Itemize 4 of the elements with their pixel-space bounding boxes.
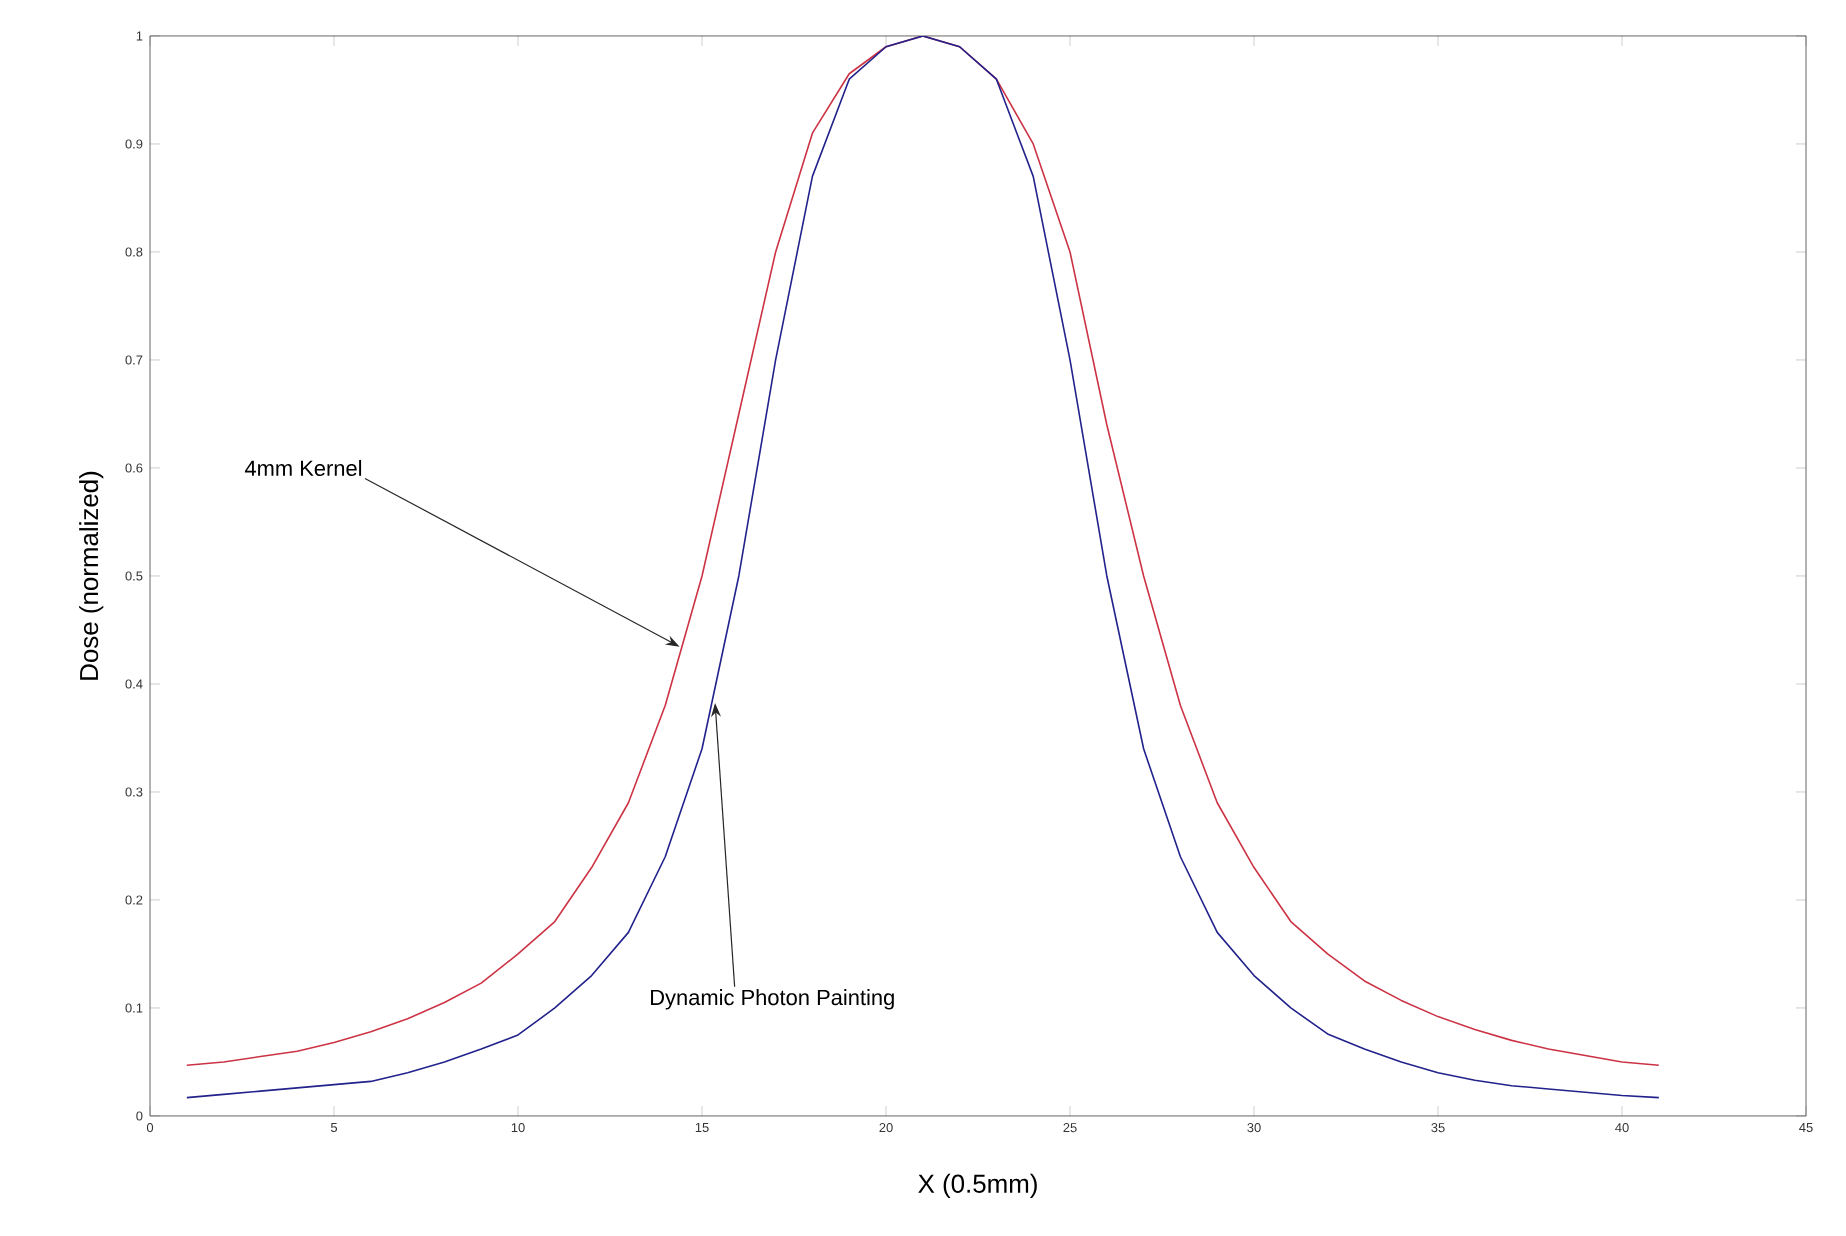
x-axis-title: X (0.5mm) bbox=[918, 1173, 1037, 1198]
annotation: Dynamic Photon Painting bbox=[651, 989, 894, 1010]
y-axis-title: Dose (normalized) bbox=[79, 471, 104, 680]
annotation: 4mm Kernel bbox=[244, 459, 362, 477]
